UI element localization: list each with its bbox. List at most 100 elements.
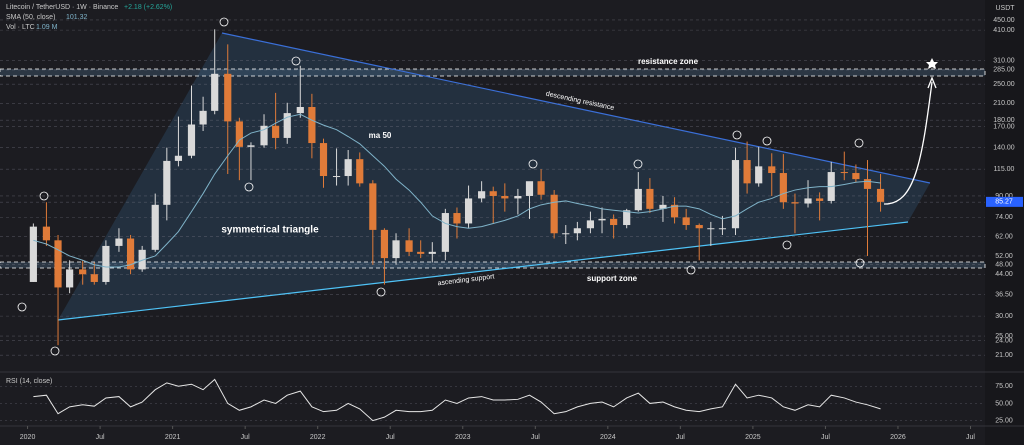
candle-body xyxy=(29,226,37,282)
candle-body xyxy=(816,198,824,201)
last-price-label: 85.27 xyxy=(995,199,1013,206)
y-tick-label: 115.00 xyxy=(994,166,1015,173)
ascending-support-line xyxy=(57,221,909,321)
candle-body xyxy=(54,240,62,288)
chart-title: Litecoin / TetherUSD · 1W · Binance xyxy=(6,4,118,11)
candle-body xyxy=(126,238,135,270)
rsi-tick-label: 50.00 xyxy=(995,400,1013,407)
candle-body xyxy=(211,73,219,111)
candle-body xyxy=(646,188,654,209)
candle-body xyxy=(682,217,690,226)
candle-body xyxy=(369,183,377,230)
candle-body xyxy=(550,194,558,234)
y-tick-label: 25.00 xyxy=(995,333,1013,340)
y-tick-label: 285.00 xyxy=(993,67,1015,74)
candle-body xyxy=(272,125,280,138)
candle-body xyxy=(852,173,860,180)
y-tick-label: 310.00 xyxy=(993,58,1015,65)
x-tick-label: 2024 xyxy=(600,434,616,441)
volume-last: 1.09 M xyxy=(36,24,58,31)
candle-body xyxy=(743,160,751,184)
candle-body xyxy=(478,191,486,199)
last-price-box xyxy=(986,196,1023,207)
candle-body xyxy=(296,107,304,114)
y-tick-label: 450.00 xyxy=(993,17,1015,24)
candle-body xyxy=(659,204,667,209)
x-tick-label: Jul xyxy=(531,434,540,441)
rsi-tick-label: 75.00 xyxy=(995,383,1013,390)
projection-arrow xyxy=(883,81,933,205)
sma-last: 101.32 xyxy=(66,14,88,21)
candle-body xyxy=(718,228,727,230)
candle-body xyxy=(707,228,715,230)
candle-body xyxy=(768,166,776,174)
candle-body xyxy=(791,202,799,204)
candle-body xyxy=(501,195,509,199)
volume-legend: Vol · LTC xyxy=(6,24,35,31)
candle-body xyxy=(405,240,413,252)
candle-body xyxy=(115,238,123,246)
rsi-title: RSI (14, close) xyxy=(6,378,52,385)
candle-body xyxy=(634,188,642,211)
candle-body xyxy=(731,160,740,229)
candle-body xyxy=(514,195,522,199)
candle-body xyxy=(525,181,534,196)
x-tick-label: Jul xyxy=(966,434,975,441)
x-tick-label: Jul xyxy=(676,434,685,441)
rsi-line xyxy=(33,378,881,422)
arrow-head xyxy=(927,76,937,89)
candle-body xyxy=(537,181,545,195)
price-axis-panel xyxy=(985,0,1024,445)
annotation: symmetrical triangle xyxy=(221,225,319,236)
candle-body xyxy=(453,213,461,224)
candle-body xyxy=(779,173,787,203)
candle-body xyxy=(224,73,232,122)
candle-body xyxy=(308,107,316,144)
y-tick-label: 250.00 xyxy=(993,81,1015,88)
candle-body xyxy=(380,229,389,259)
candle-body xyxy=(319,143,328,177)
y-tick-label: 62.00 xyxy=(995,234,1013,241)
y-tick-label: 140.00 xyxy=(993,144,1015,151)
candle-body xyxy=(840,172,848,174)
candle-body xyxy=(489,191,497,196)
candle-body xyxy=(598,218,606,221)
y-tick-label: 74.00 xyxy=(995,214,1013,221)
target-star xyxy=(926,58,938,69)
currency-label: USDT xyxy=(995,5,1015,12)
candle-body xyxy=(235,121,243,147)
candle-body xyxy=(876,188,885,202)
candle-body xyxy=(90,274,98,282)
y-tick-label: 44.00 xyxy=(995,271,1013,278)
x-tick-label: 2026 xyxy=(890,434,906,441)
x-tick-label: Jul xyxy=(96,434,105,441)
support-zone xyxy=(0,261,986,269)
candle-body xyxy=(428,251,436,254)
candle-body xyxy=(464,198,473,224)
y-tick-label: 48.00 xyxy=(995,262,1013,269)
annotation: ma 50 xyxy=(369,131,392,140)
y-tick-label: 21.00 xyxy=(995,352,1013,359)
y-tick-label: 170.00 xyxy=(993,123,1015,130)
candle-body xyxy=(392,240,400,259)
candle-body xyxy=(670,204,679,218)
candle-body xyxy=(863,179,872,189)
x-tick-label: 2025 xyxy=(745,434,761,441)
x-tick-label: 2020 xyxy=(20,434,36,441)
candle-body xyxy=(610,218,618,226)
candle-body xyxy=(79,269,87,275)
resistance-zone xyxy=(0,68,986,77)
candle-body xyxy=(562,233,570,235)
candle-body xyxy=(199,110,207,125)
sma-line xyxy=(33,113,881,268)
candle-body xyxy=(102,245,110,282)
candle-body xyxy=(42,226,51,241)
y-tick-label: 52.00 xyxy=(995,253,1013,260)
annotation: support zone xyxy=(587,274,638,283)
y-tick-label: 90.00 xyxy=(995,193,1013,200)
candle-body xyxy=(66,269,74,288)
candle-body xyxy=(344,159,352,177)
candle-body xyxy=(163,160,171,205)
y-tick-label: 410.00 xyxy=(993,27,1015,34)
